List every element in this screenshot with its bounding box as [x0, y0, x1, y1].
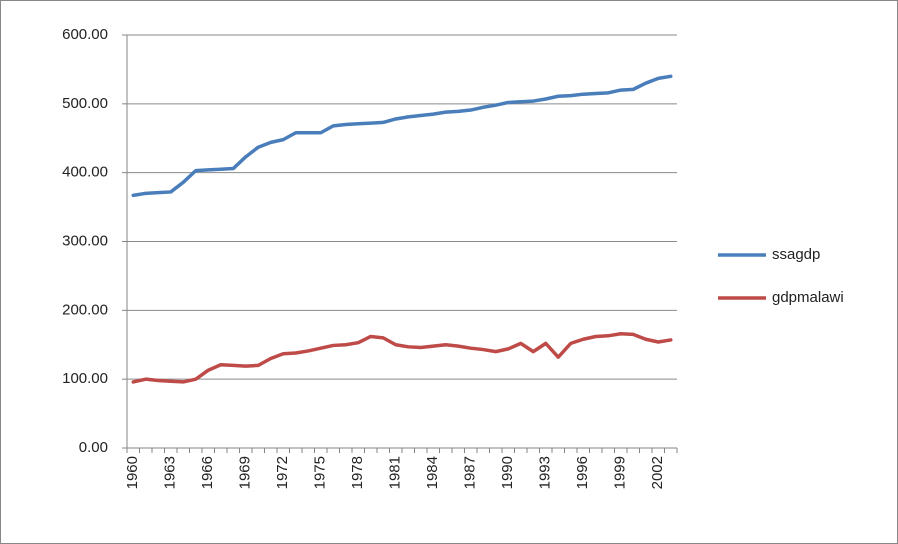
x-tick-label: 1993	[537, 456, 554, 489]
x-tick-label: 1975	[312, 456, 329, 489]
y-tick-label: 500.00	[62, 95, 108, 112]
legend-label: gdpmalawi	[772, 289, 844, 306]
series-line	[131, 331, 673, 384]
y-tick-label: 300.00	[62, 232, 108, 249]
y-tick-label: 400.00	[62, 164, 108, 181]
x-tick-label: 1972	[274, 456, 291, 489]
x-tick-label: 1996	[574, 456, 591, 489]
y-tick-label: 600.00	[62, 26, 108, 43]
x-tick-label: 1963	[162, 456, 179, 489]
x-tick-label: 1999	[612, 456, 629, 489]
x-tick-label: 1981	[387, 456, 404, 489]
x-tick-label: 2002	[649, 456, 666, 489]
x-tick-label: 1990	[499, 456, 516, 489]
x-tick-label: 1978	[349, 456, 366, 489]
x-tick-label: 1984	[424, 456, 441, 489]
y-tick-label: 200.00	[62, 301, 108, 318]
y-tick-label: 0.00	[79, 439, 108, 456]
series-line	[131, 74, 673, 198]
x-tick-label: 1960	[124, 456, 141, 489]
legend-label: ssagdp	[772, 246, 820, 263]
y-tick-label: 100.00	[62, 370, 108, 387]
x-tick-label: 1966	[199, 456, 216, 489]
x-tick-label: 1987	[462, 456, 479, 489]
x-tick-label: 1969	[237, 456, 254, 489]
